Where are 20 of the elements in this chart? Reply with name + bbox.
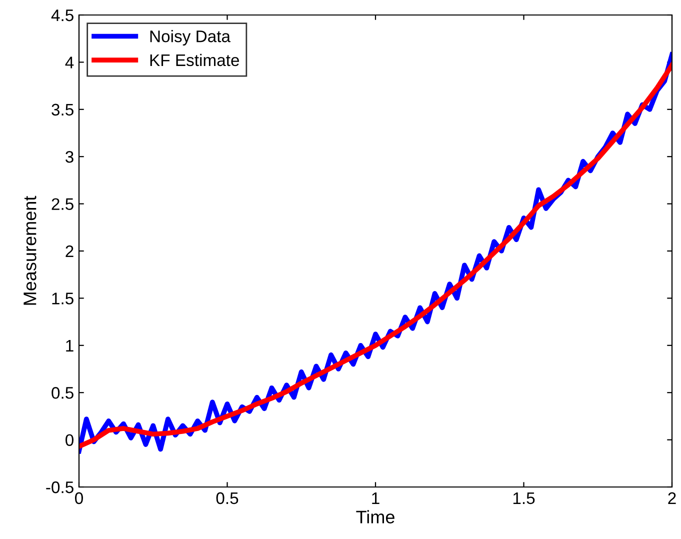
y-tick-label: 2 [66,245,74,258]
y-tick-label: 1 [66,340,74,352]
legend-label: KF Estimate [150,54,240,66]
x-tick-label: 0 [75,492,83,504]
y-tick-label: 4 [65,56,74,68]
x-axis-title: Time [356,510,394,524]
x-tick-label: 2 [668,492,676,504]
y-tick-label: 1.5 [52,292,74,304]
legend-label: Noisy Data [150,30,231,46]
x-tick-label: 0.5 [216,492,238,504]
x-tick-label: 1.5 [513,492,535,504]
x-tick-label: 1 [372,492,380,504]
y-tick-label: 0 [66,434,74,446]
y-tick-label: 3.5 [52,104,74,116]
y-tick-label: 3 [66,151,74,163]
y-tick-label: -0.5 [46,481,74,494]
y-tick-label: 2.5 [52,198,74,210]
y-tick-label: 4.5 [51,10,74,22]
y-axis-title: Measurement [24,196,36,305]
y-tick-label: 0.5 [52,387,74,399]
